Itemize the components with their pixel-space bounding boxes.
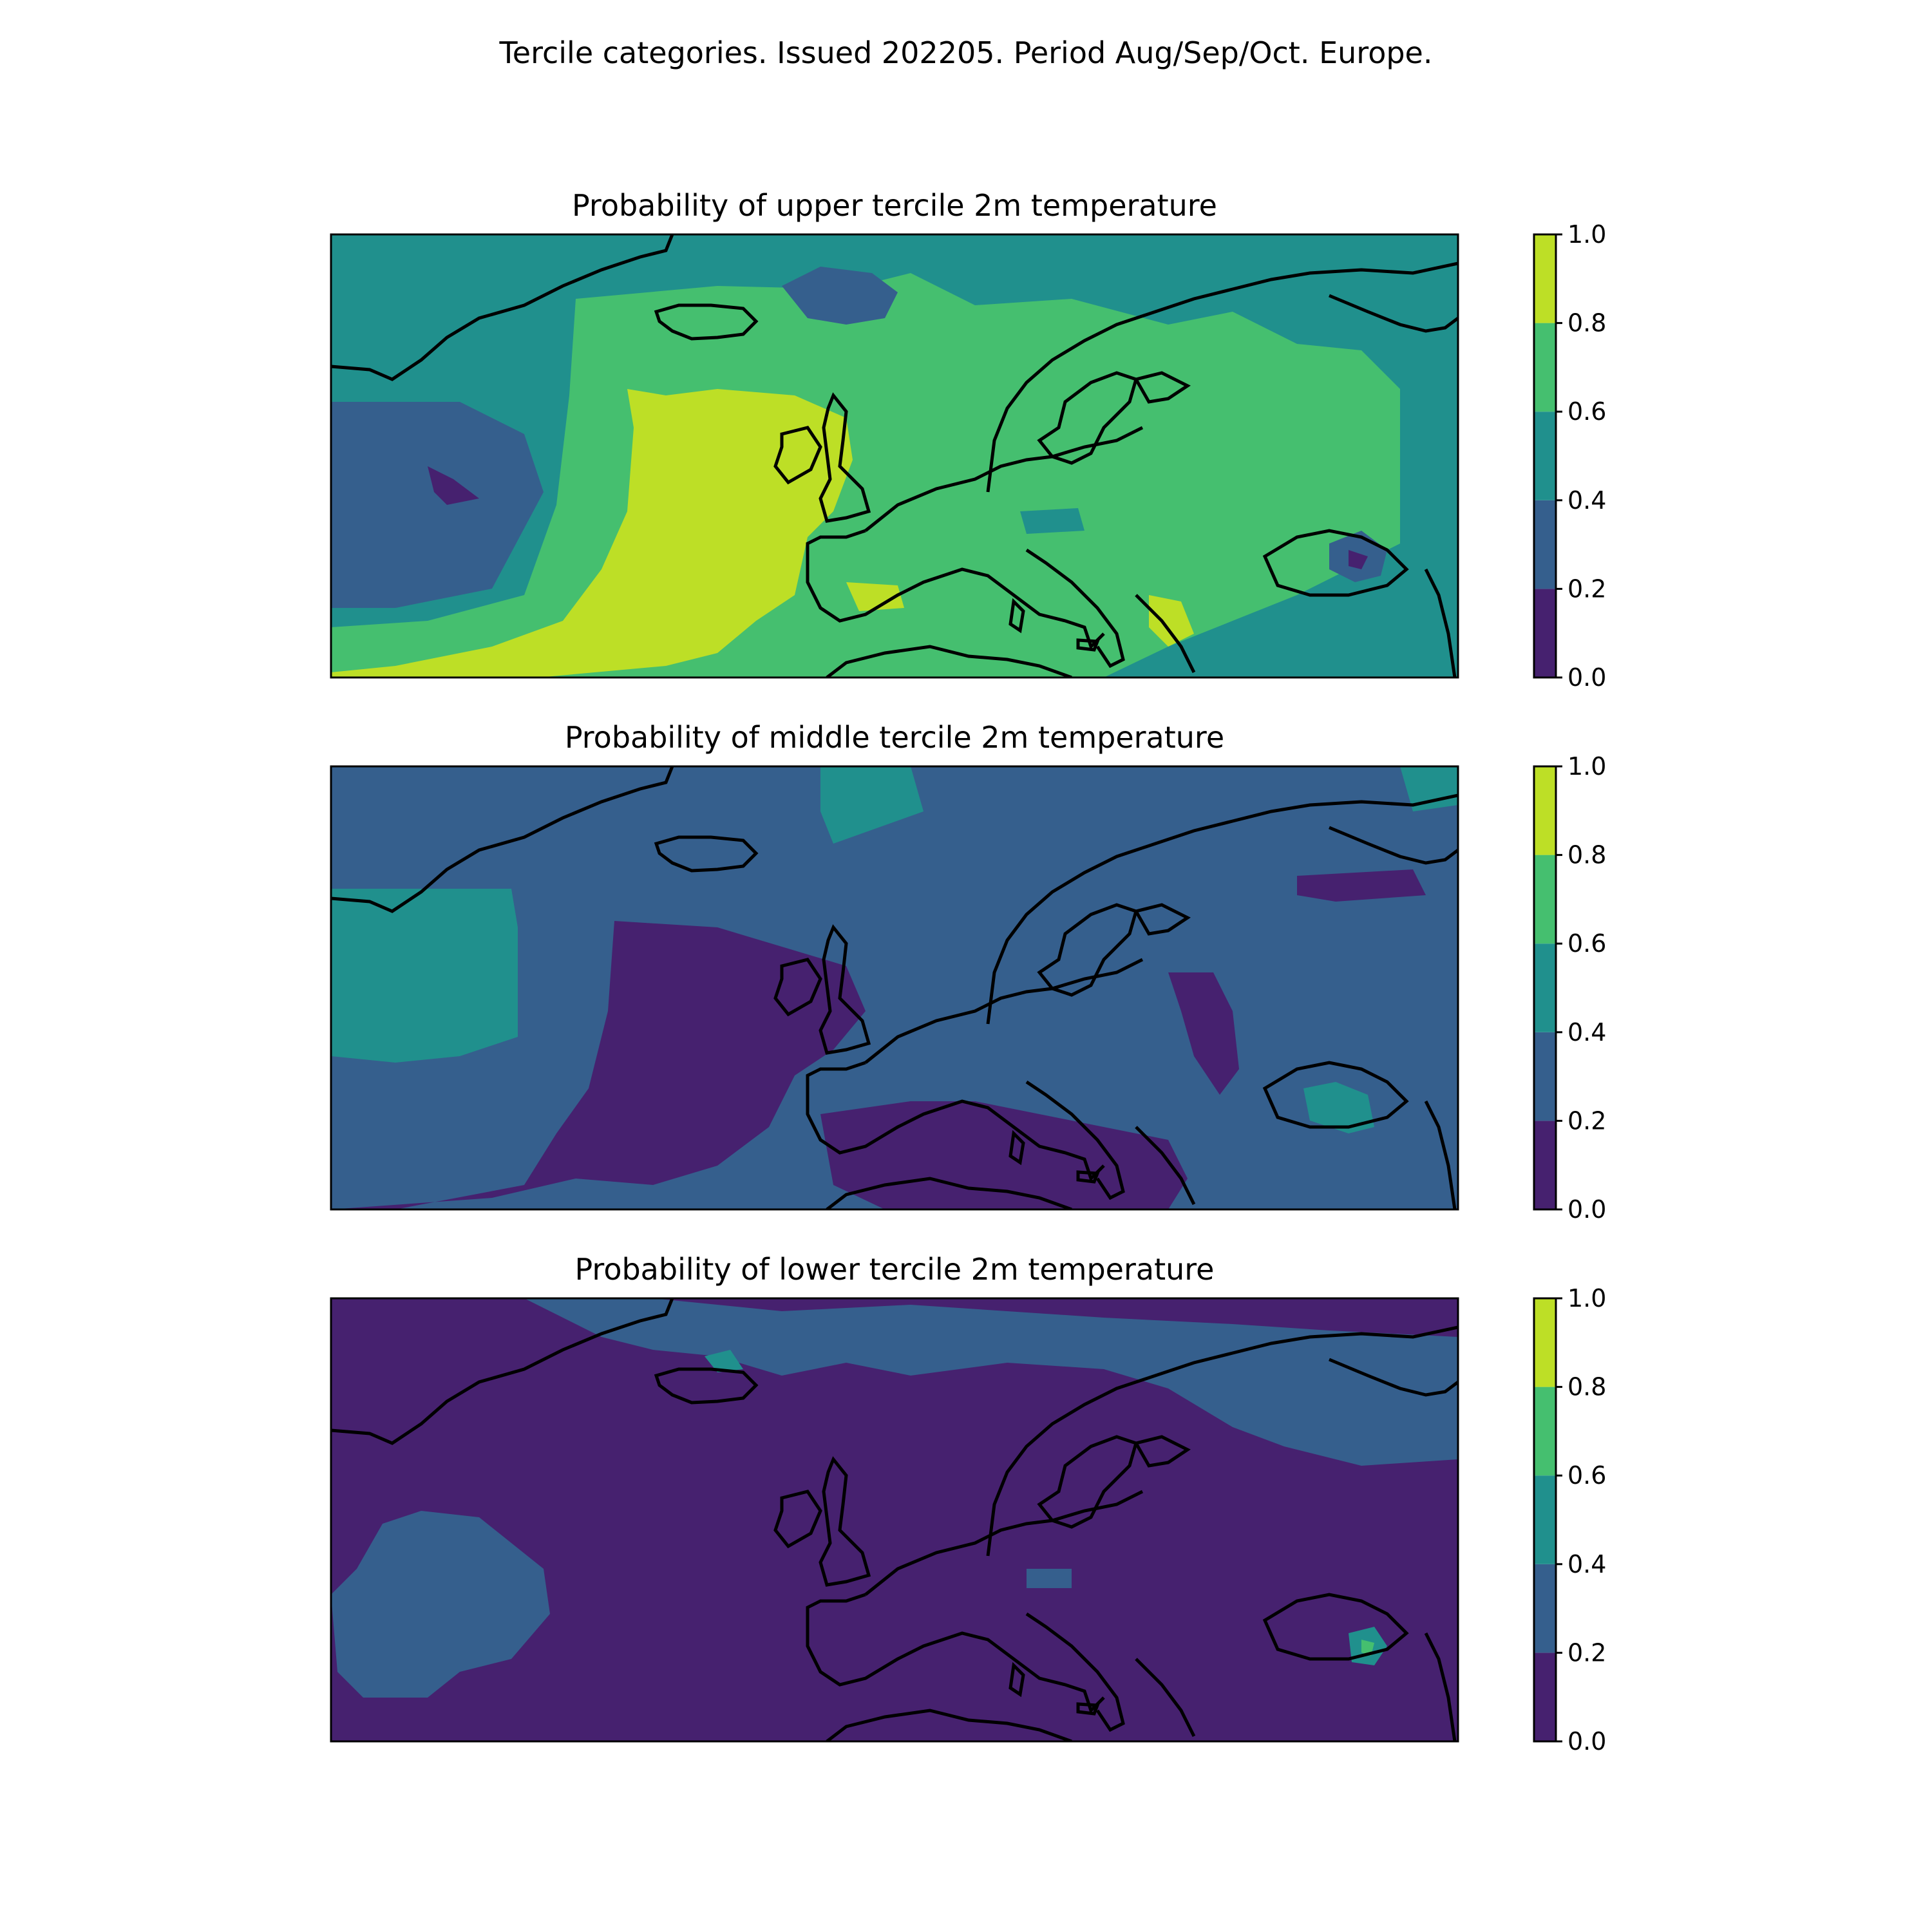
colorbar: 0.0 0.2 0.4 0.6 0.8 1.0 [1533, 752, 1606, 1224]
contour-region [782, 267, 898, 325]
colorbar-level [1534, 1298, 1556, 1387]
map-area [331, 1298, 1458, 1741]
colorbar-tick-label: 0.2 [1567, 1638, 1606, 1667]
contour-region [1349, 550, 1368, 569]
colorbar-level [1534, 1387, 1556, 1476]
contour-region [1168, 972, 1239, 1095]
colorbar-tick-label: 1.0 [1567, 1284, 1606, 1312]
contour-region [820, 766, 923, 844]
colorbar: 0.0 0.2 0.4 0.6 0.8 1.0 [1533, 1284, 1606, 1756]
contour-region [1303, 1082, 1374, 1133]
map-frame [330, 765, 1459, 1211]
panel-lower-tercile: Probability of lower tercile 2m temperat… [330, 1252, 1459, 1743]
panel-title: Probability of middle tercile 2m tempera… [565, 720, 1224, 755]
map-frame [330, 1297, 1459, 1743]
map-area [331, 234, 1458, 677]
panel-upper-tercile: Probability of upper tercile 2m temperat… [330, 188, 1459, 679]
colorbar-level [1534, 1564, 1556, 1653]
colorbars: 0.00.20.40.60.81.00.00.20.40.60.81.00.00… [1533, 220, 1606, 1756]
colorbar-tick-label: 0.2 [1567, 574, 1606, 603]
colorbar-level [1534, 412, 1556, 500]
colorbar-level [1534, 500, 1556, 589]
contour-region [1297, 869, 1426, 902]
colorbar-tick-label: 0.0 [1567, 663, 1606, 692]
colorbar-level [1534, 855, 1556, 944]
panel-title: Probability of lower tercile 2m temperat… [575, 1252, 1215, 1287]
colorbar-tick-label: 0.6 [1567, 1461, 1606, 1490]
colorbar-level [1534, 1032, 1556, 1121]
colorbar-frame [1533, 233, 1557, 679]
contour-region [331, 402, 544, 608]
map-frame [330, 233, 1459, 679]
colorbar-level [1534, 766, 1556, 855]
colorbar-tick-label: 0.4 [1567, 1018, 1606, 1046]
contour-region [846, 582, 904, 611]
contour-region [331, 1511, 550, 1698]
colorbar-tick-label: 1.0 [1567, 220, 1606, 249]
colorbar-level [1534, 234, 1556, 323]
colorbar: 0.0 0.2 0.4 0.6 0.8 1.0 [1533, 220, 1606, 692]
contour-region [524, 1298, 1458, 1466]
contour-region [428, 466, 479, 505]
colorbar-level [1534, 323, 1556, 412]
colorbar-level [1534, 943, 1556, 1032]
contour-region [705, 1350, 743, 1372]
contour-region [1027, 1569, 1072, 1588]
colorbar-level [1534, 1475, 1556, 1564]
colorbar-level [1534, 589, 1556, 677]
colorbar-frame [1533, 1297, 1557, 1743]
colorbar-tick-label: 1.0 [1567, 752, 1606, 781]
contour-region [1400, 766, 1458, 811]
colorbar-tick-label: 0.8 [1567, 841, 1606, 869]
contour-region [331, 889, 518, 1063]
panel-middle-tercile: Probability of middle tercile 2m tempera… [330, 720, 1459, 1211]
colorbar-tick-label: 0.8 [1567, 309, 1606, 337]
colorbar-tick-label: 0.6 [1567, 929, 1606, 958]
map-area [331, 766, 1458, 1209]
contour-region [331, 389, 853, 677]
contour-region [331, 921, 866, 1209]
colorbar-tick-label: 0.0 [1567, 1195, 1606, 1224]
colorbar-frame [1533, 765, 1557, 1211]
colorbar-tick-label: 0.6 [1567, 397, 1606, 426]
panel-title: Probability of upper tercile 2m temperat… [572, 188, 1217, 223]
colorbar-tick-label: 0.4 [1567, 486, 1606, 515]
colorbar-tick-label: 0.2 [1567, 1106, 1606, 1135]
colorbar-level [1534, 1653, 1556, 1741]
colorbar-tick-label: 0.4 [1567, 1550, 1606, 1578]
contour-region [1149, 595, 1194, 647]
figure-title: Tercile categories. Issued 202205. Perio… [499, 35, 1433, 70]
colorbar-tick-label: 0.8 [1567, 1373, 1606, 1401]
colorbar-tick-label: 0.0 [1567, 1727, 1606, 1756]
colorbar-level [1534, 1121, 1556, 1209]
contour-region [1020, 508, 1084, 534]
